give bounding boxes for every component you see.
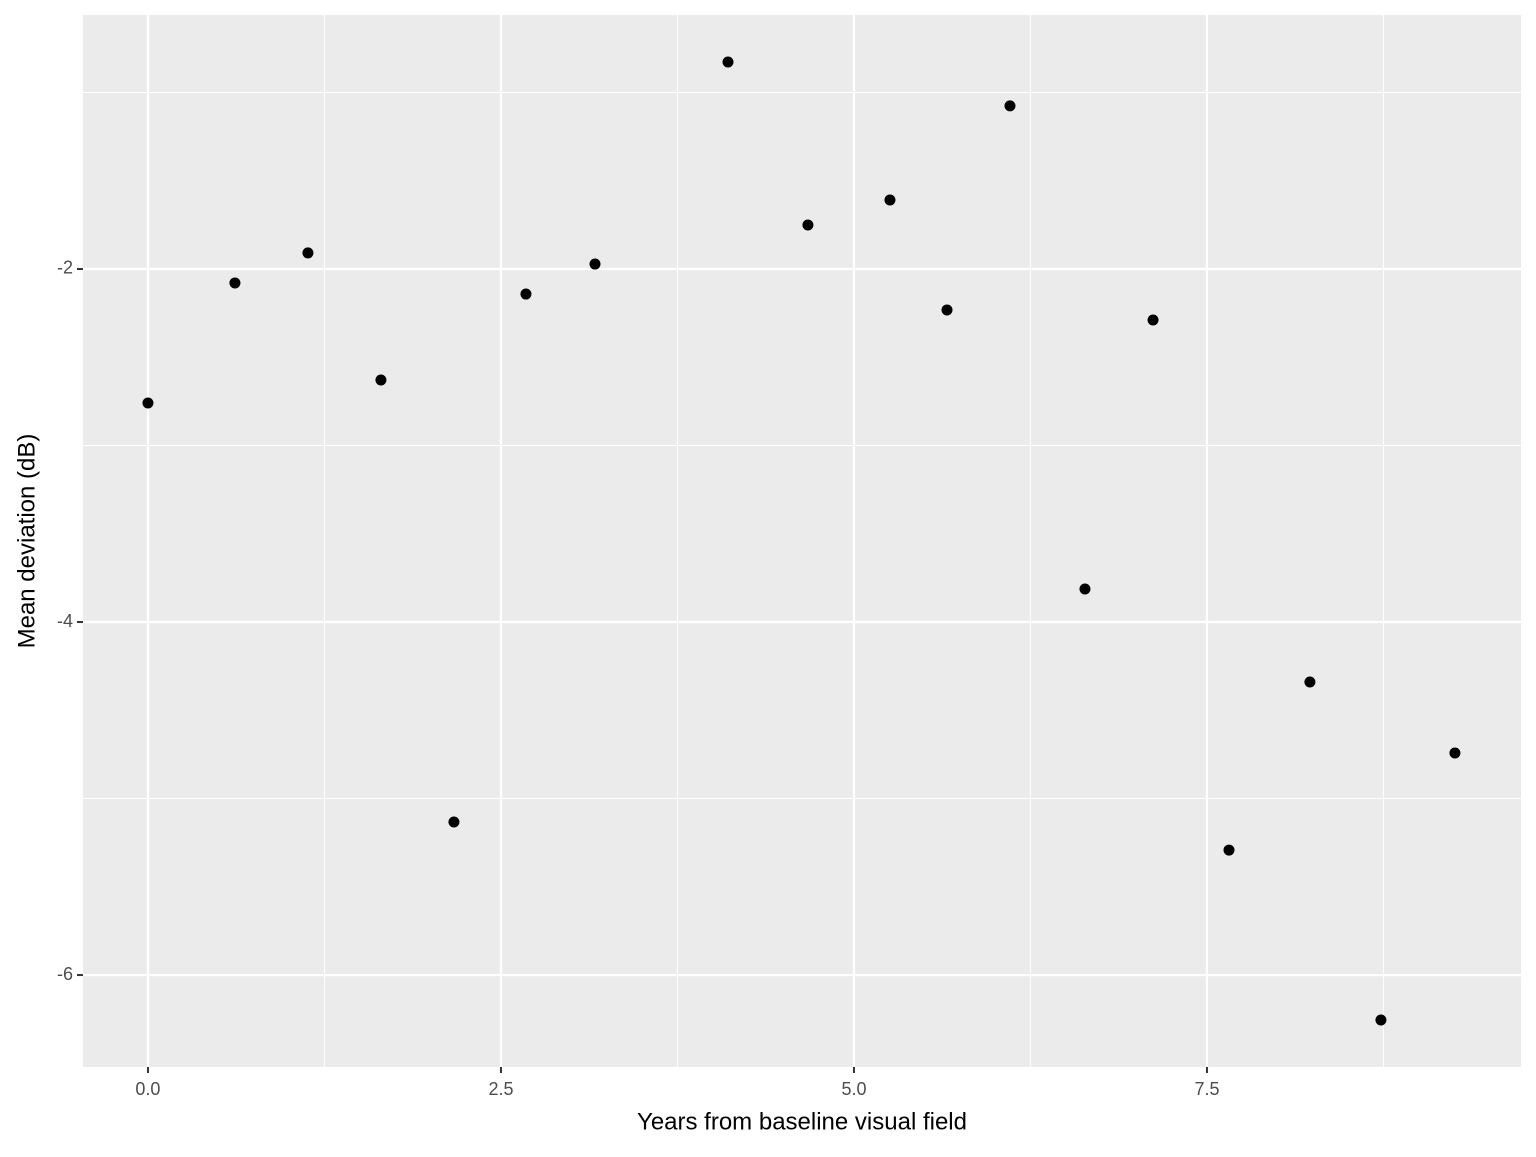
point: [302, 247, 314, 259]
x-tick-label: 7.5: [1194, 1079, 1219, 1099]
point: [1223, 844, 1235, 856]
point: [1079, 583, 1091, 595]
point: [229, 277, 241, 289]
x-tick-label: 5.0: [841, 1079, 866, 1099]
point: [802, 219, 814, 231]
point: [1449, 747, 1461, 759]
point: [520, 288, 532, 300]
point: [142, 397, 154, 409]
point: [1375, 1014, 1387, 1026]
x-axis-title: Years from baseline visual field: [637, 1108, 967, 1135]
y-tick-label: -2: [57, 258, 73, 278]
y-tick-label: -4: [57, 611, 73, 631]
point: [1004, 100, 1016, 112]
x-tick-label: 0.0: [135, 1079, 160, 1099]
x-tick-label: 2.5: [488, 1079, 513, 1099]
point: [884, 194, 896, 206]
panel: [83, 15, 1521, 1067]
y-tick-label: -6: [57, 964, 73, 984]
point: [722, 56, 734, 68]
point: [1147, 314, 1159, 326]
y-axis-title: Mean deviation (dB): [13, 434, 40, 649]
point: [1304, 676, 1316, 688]
point: [941, 304, 953, 316]
point: [375, 374, 387, 386]
point: [589, 258, 601, 270]
point: [448, 816, 460, 828]
